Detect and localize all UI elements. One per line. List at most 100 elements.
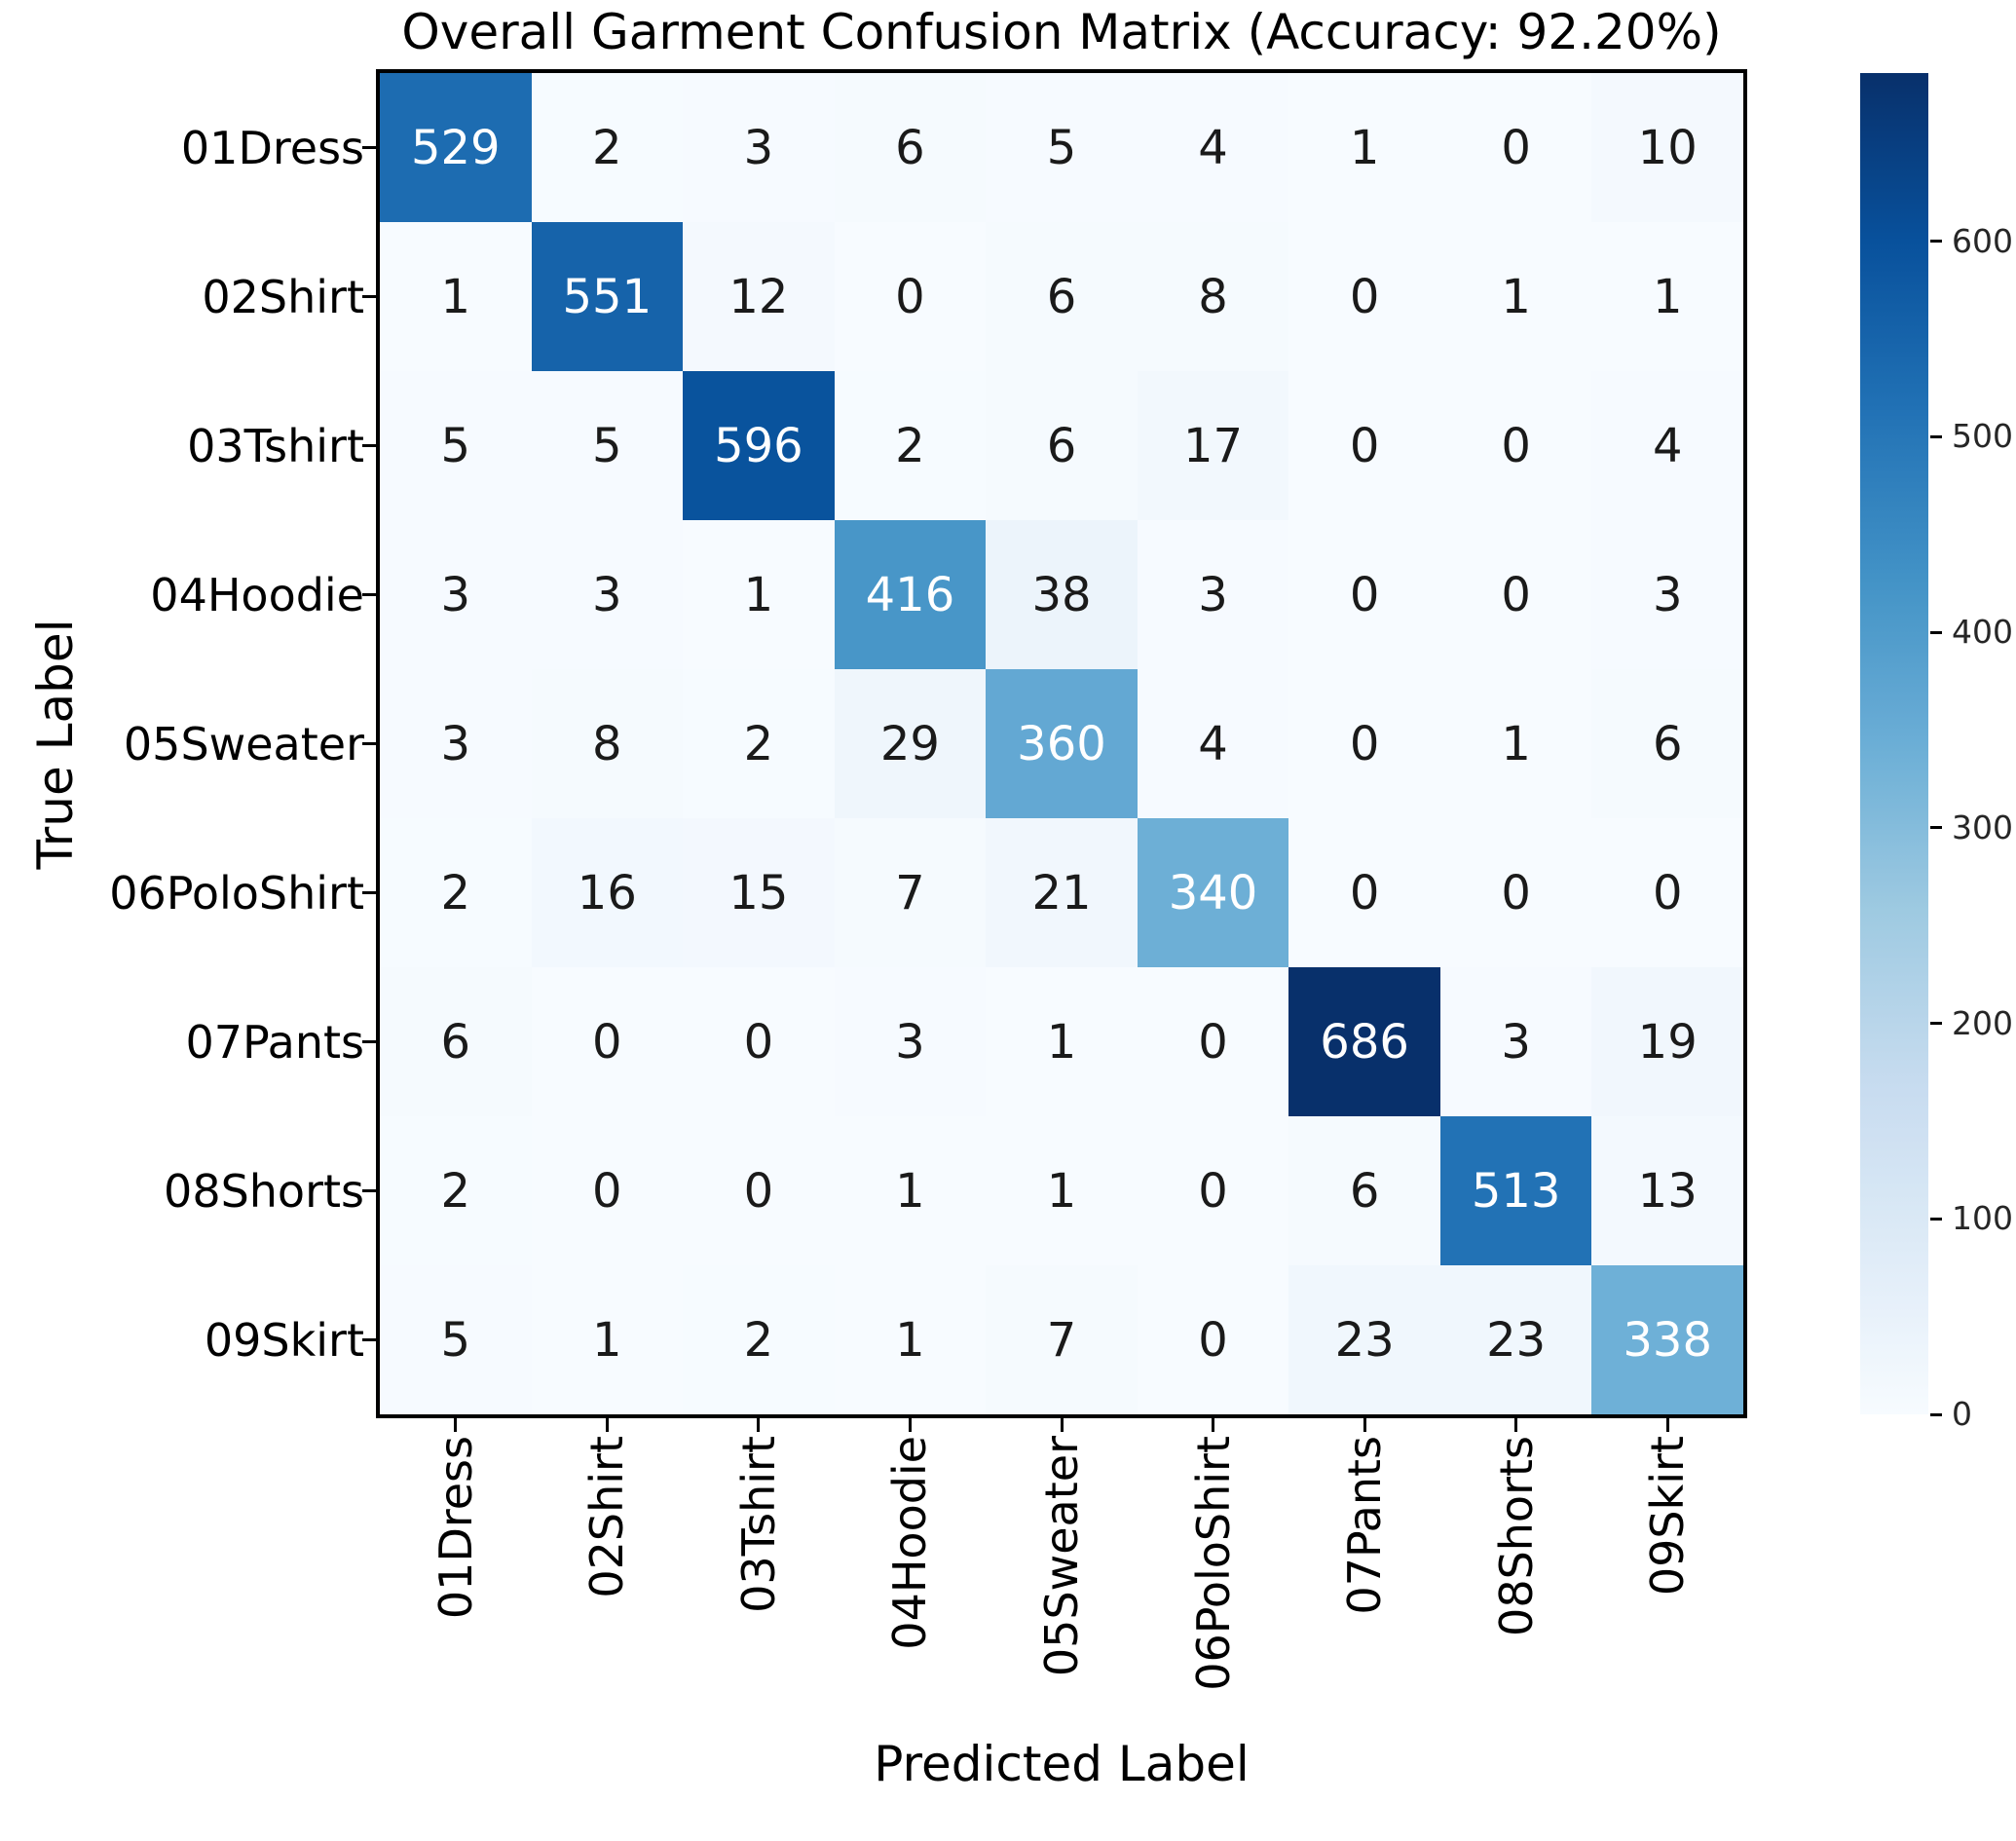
cell-value: 19 (1637, 1014, 1698, 1070)
tick-mark (1212, 1418, 1215, 1432)
cell-value: 0 (1349, 269, 1380, 324)
heatmap-cell: 2 (834, 371, 987, 520)
cell-value: 10 (1637, 120, 1698, 175)
tick-mark (362, 593, 376, 596)
cell-value: 1 (1501, 716, 1531, 771)
heatmap-cell: 0 (1439, 818, 1592, 967)
heatmap-cell: 1 (1439, 222, 1592, 371)
cell-value: 2 (440, 865, 471, 920)
cell-value: 6 (1046, 418, 1077, 473)
heatmap-cell: 6 (834, 73, 987, 222)
cell-value: 1 (895, 1163, 925, 1219)
cell-value: 1 (1349, 120, 1380, 175)
heatmap-cell: 29 (834, 669, 987, 818)
colorbar (1860, 73, 1928, 1414)
heatmap-cell: 8 (1137, 222, 1289, 371)
heatmap-cell: 529 (380, 73, 532, 222)
cell-value: 0 (895, 269, 925, 324)
heatmap-cell: 1 (834, 1116, 987, 1265)
cell-value: 0 (1198, 1163, 1228, 1219)
cell-value: 0 (1501, 865, 1531, 920)
cell-value: 596 (714, 418, 803, 473)
cell-value: 8 (592, 716, 622, 771)
heatmap-cell: 38 (986, 520, 1138, 669)
heatmap-cell: 3 (1439, 967, 1592, 1116)
cell-value: 3 (1198, 567, 1228, 622)
y-tick-label: 08Shorts (164, 1164, 364, 1218)
heatmap-cell: 1 (1439, 669, 1592, 818)
heatmap-cell: 7 (986, 1265, 1138, 1414)
heatmap-cell: 0 (1288, 371, 1440, 520)
heatmap-cell: 6 (1591, 669, 1743, 818)
cell-value: 2 (743, 716, 774, 771)
cell-value: 551 (562, 269, 653, 324)
cell-value: 0 (1349, 716, 1380, 771)
x-tick-label: 06PoloShirt (1186, 1436, 1240, 1691)
heatmap-cell: 3 (834, 967, 987, 1116)
heatmap-cell: 4 (1137, 669, 1289, 818)
heatmap-cell: 1 (1288, 73, 1440, 222)
cell-value: 1 (1046, 1014, 1077, 1070)
y-tick-label: 02Shirt (202, 270, 364, 323)
y-tick-label: 06PoloShirt (109, 866, 364, 920)
cell-value: 6 (895, 120, 925, 175)
cell-value: 38 (1031, 567, 1092, 622)
heatmap-cell: 0 (531, 1116, 684, 1265)
heatmap-cell: 7 (834, 818, 987, 967)
heatmap-cell: 513 (1439, 1116, 1592, 1265)
heatmap-cell: 2 (380, 1116, 532, 1265)
heatmap-cell: 1 (683, 520, 835, 669)
cell-value: 5 (440, 1312, 471, 1368)
heatmap-cell: 12 (683, 222, 835, 371)
heatmap-cell: 686 (1288, 967, 1440, 1116)
heatmap-cell: 0 (834, 222, 987, 371)
cell-value: 5 (1046, 120, 1077, 175)
cell-value: 0 (743, 1163, 774, 1219)
cell-value: 0 (1198, 1014, 1228, 1070)
heatmap-cell: 551 (531, 222, 684, 371)
cell-value: 416 (865, 567, 955, 622)
cell-value: 3 (1652, 567, 1683, 622)
heatmap-cell: 10 (1591, 73, 1743, 222)
colorbar-tick-label: 0 (1952, 1395, 1972, 1433)
y-tick-label: 03Tshirt (187, 419, 364, 472)
heatmap-cell: 0 (1288, 669, 1440, 818)
heatmap-cell: 360 (986, 669, 1138, 818)
cell-value: 340 (1168, 865, 1258, 920)
heatmap-cell: 2 (531, 73, 684, 222)
heatmap-cell: 0 (531, 967, 684, 1116)
heatmap-cell: 0 (683, 967, 835, 1116)
heatmap-cell: 0 (683, 1116, 835, 1265)
heatmap-cell: 0 (1591, 818, 1743, 967)
tick-mark (362, 891, 376, 894)
heatmap-cell: 3 (1591, 520, 1743, 669)
heatmap-cell: 1 (986, 967, 1138, 1116)
heatmap-cell: 0 (1288, 222, 1440, 371)
cell-value: 2 (895, 418, 925, 473)
cell-value: 21 (1031, 865, 1092, 920)
cell-value: 513 (1471, 1163, 1561, 1219)
heatmap-cell: 0 (1439, 73, 1592, 222)
x-tick-label: 03Tshirt (731, 1436, 785, 1613)
cell-value: 16 (577, 865, 637, 920)
heatmap-cell: 1 (1591, 222, 1743, 371)
cell-value: 13 (1637, 1163, 1698, 1219)
cell-value: 0 (1652, 865, 1683, 920)
tick-mark (1930, 1217, 1942, 1221)
x-tick-label: 08Shorts (1489, 1436, 1543, 1636)
tick-mark (908, 1418, 912, 1432)
cell-value: 1 (440, 269, 471, 324)
tick-mark (1930, 826, 1942, 830)
colorbar-tick-label: 500 (1952, 417, 2013, 456)
cell-value: 5 (592, 418, 622, 473)
heatmap-cell: 2 (380, 818, 532, 967)
heatmap-cell: 340 (1137, 818, 1289, 967)
x-tick-label: 07Pants (1338, 1436, 1392, 1615)
x-tick-label: 05Sweater (1035, 1436, 1088, 1677)
cell-value: 2 (592, 120, 622, 175)
cell-value: 29 (879, 716, 940, 771)
cell-value: 0 (592, 1014, 622, 1070)
heatmap-cell: 1 (834, 1265, 987, 1414)
cell-value: 3 (743, 120, 774, 175)
